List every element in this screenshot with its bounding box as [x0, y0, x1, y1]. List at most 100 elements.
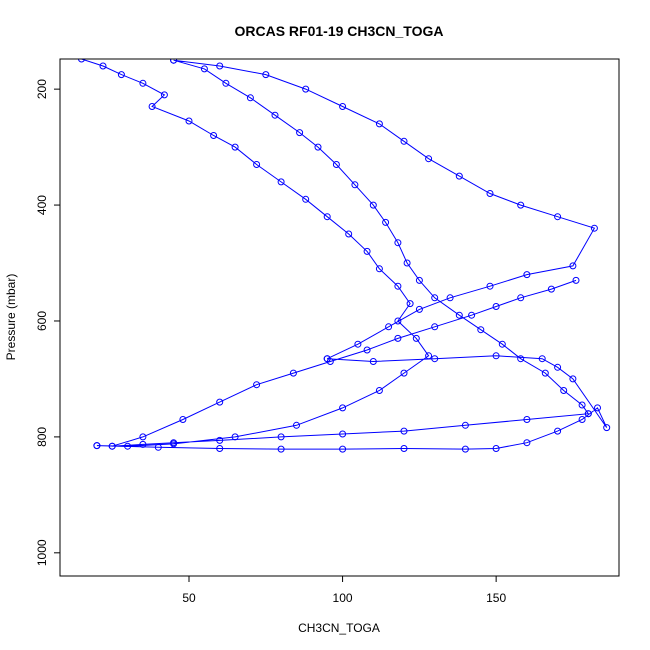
data-point	[302, 195, 310, 203]
data-point	[363, 247, 371, 255]
series-layer	[78, 59, 611, 453]
x-tick-label: 50	[182, 591, 196, 605]
data-point	[253, 161, 261, 168]
data-point	[492, 303, 500, 310]
data-point	[468, 311, 476, 319]
data-point	[154, 443, 162, 451]
data-point	[345, 230, 353, 238]
data-point	[578, 401, 586, 409]
data-point	[406, 300, 414, 308]
data-point	[394, 239, 402, 247]
data-point	[400, 445, 408, 452]
data-point	[394, 317, 402, 325]
data-point	[412, 334, 420, 342]
x-axis-label: CH3CN_TOGA	[298, 621, 380, 635]
plot-frame	[59, 58, 620, 577]
data-point	[455, 311, 463, 319]
data-point	[231, 143, 239, 151]
data-point	[538, 355, 546, 363]
y-axis-label: Pressure (mbar)	[4, 274, 18, 361]
data-point	[486, 190, 494, 197]
data-point	[554, 427, 562, 435]
data-point	[477, 326, 485, 334]
data-point	[415, 305, 423, 313]
x-tick-label: 150	[486, 591, 506, 605]
data-point	[277, 433, 285, 441]
data-point	[517, 201, 525, 209]
data-point	[498, 340, 506, 348]
data-point	[415, 276, 423, 284]
data-point	[425, 155, 433, 163]
data-point	[431, 355, 439, 363]
data-point	[492, 445, 500, 452]
data-point	[339, 103, 347, 110]
data-point	[547, 285, 555, 293]
data-point	[216, 436, 224, 444]
data-point	[385, 323, 393, 331]
data-point	[271, 111, 279, 119]
data-point	[578, 416, 586, 423]
data-point	[289, 369, 297, 377]
data-point	[590, 224, 598, 232]
data-point	[302, 85, 310, 93]
data-point	[253, 381, 261, 389]
data-point	[170, 59, 178, 64]
data-point	[323, 213, 331, 221]
data-point	[339, 445, 347, 453]
data-point	[369, 358, 377, 365]
data-point	[108, 442, 116, 450]
data-point	[139, 79, 147, 87]
data-point	[517, 355, 525, 363]
data-point	[431, 294, 439, 302]
x-axis: 50 100 150	[182, 575, 506, 605]
data-point	[523, 416, 531, 423]
data-point	[569, 262, 577, 270]
data-point	[185, 117, 193, 125]
data-point	[231, 433, 239, 441]
data-point	[375, 265, 383, 273]
data-point	[139, 440, 147, 448]
data-point	[148, 103, 156, 110]
chart-title: ORCAS RF01-19 CH3CN_TOGA	[234, 23, 443, 39]
data-point	[425, 352, 433, 360]
data-point	[339, 404, 347, 412]
data-point	[200, 65, 208, 73]
data-point	[455, 172, 463, 180]
data-point	[554, 363, 562, 371]
data-point	[314, 143, 322, 151]
y-tick-label: 800	[35, 427, 49, 447]
data-point	[351, 181, 359, 189]
data-point	[332, 161, 340, 168]
data-point	[403, 259, 411, 267]
y-axis: 200 400 600 800 1000	[35, 79, 61, 566]
data-point	[394, 282, 402, 290]
y-tick-label: 200	[35, 79, 49, 99]
data-point	[262, 71, 270, 79]
data-point	[354, 340, 362, 348]
data-point	[400, 427, 408, 435]
data-point	[246, 94, 254, 102]
data-point	[375, 387, 383, 394]
data-point	[400, 369, 408, 377]
data-point	[523, 271, 531, 279]
data-point	[375, 120, 383, 128]
data-point	[78, 59, 85, 63]
data-point	[486, 282, 494, 290]
data-point	[160, 91, 168, 99]
data-point	[339, 430, 347, 438]
data-point	[139, 433, 147, 441]
data-point	[216, 445, 224, 452]
data-point	[523, 439, 531, 447]
data-point	[382, 218, 390, 226]
data-point	[369, 201, 377, 209]
data-point	[431, 323, 439, 331]
data-point	[394, 334, 402, 342]
data-point	[93, 442, 101, 450]
data-point	[293, 421, 300, 429]
data-point	[222, 79, 230, 87]
data-point	[517, 294, 525, 302]
data-point	[216, 62, 224, 70]
data-point	[124, 442, 132, 450]
data-point	[572, 276, 580, 284]
